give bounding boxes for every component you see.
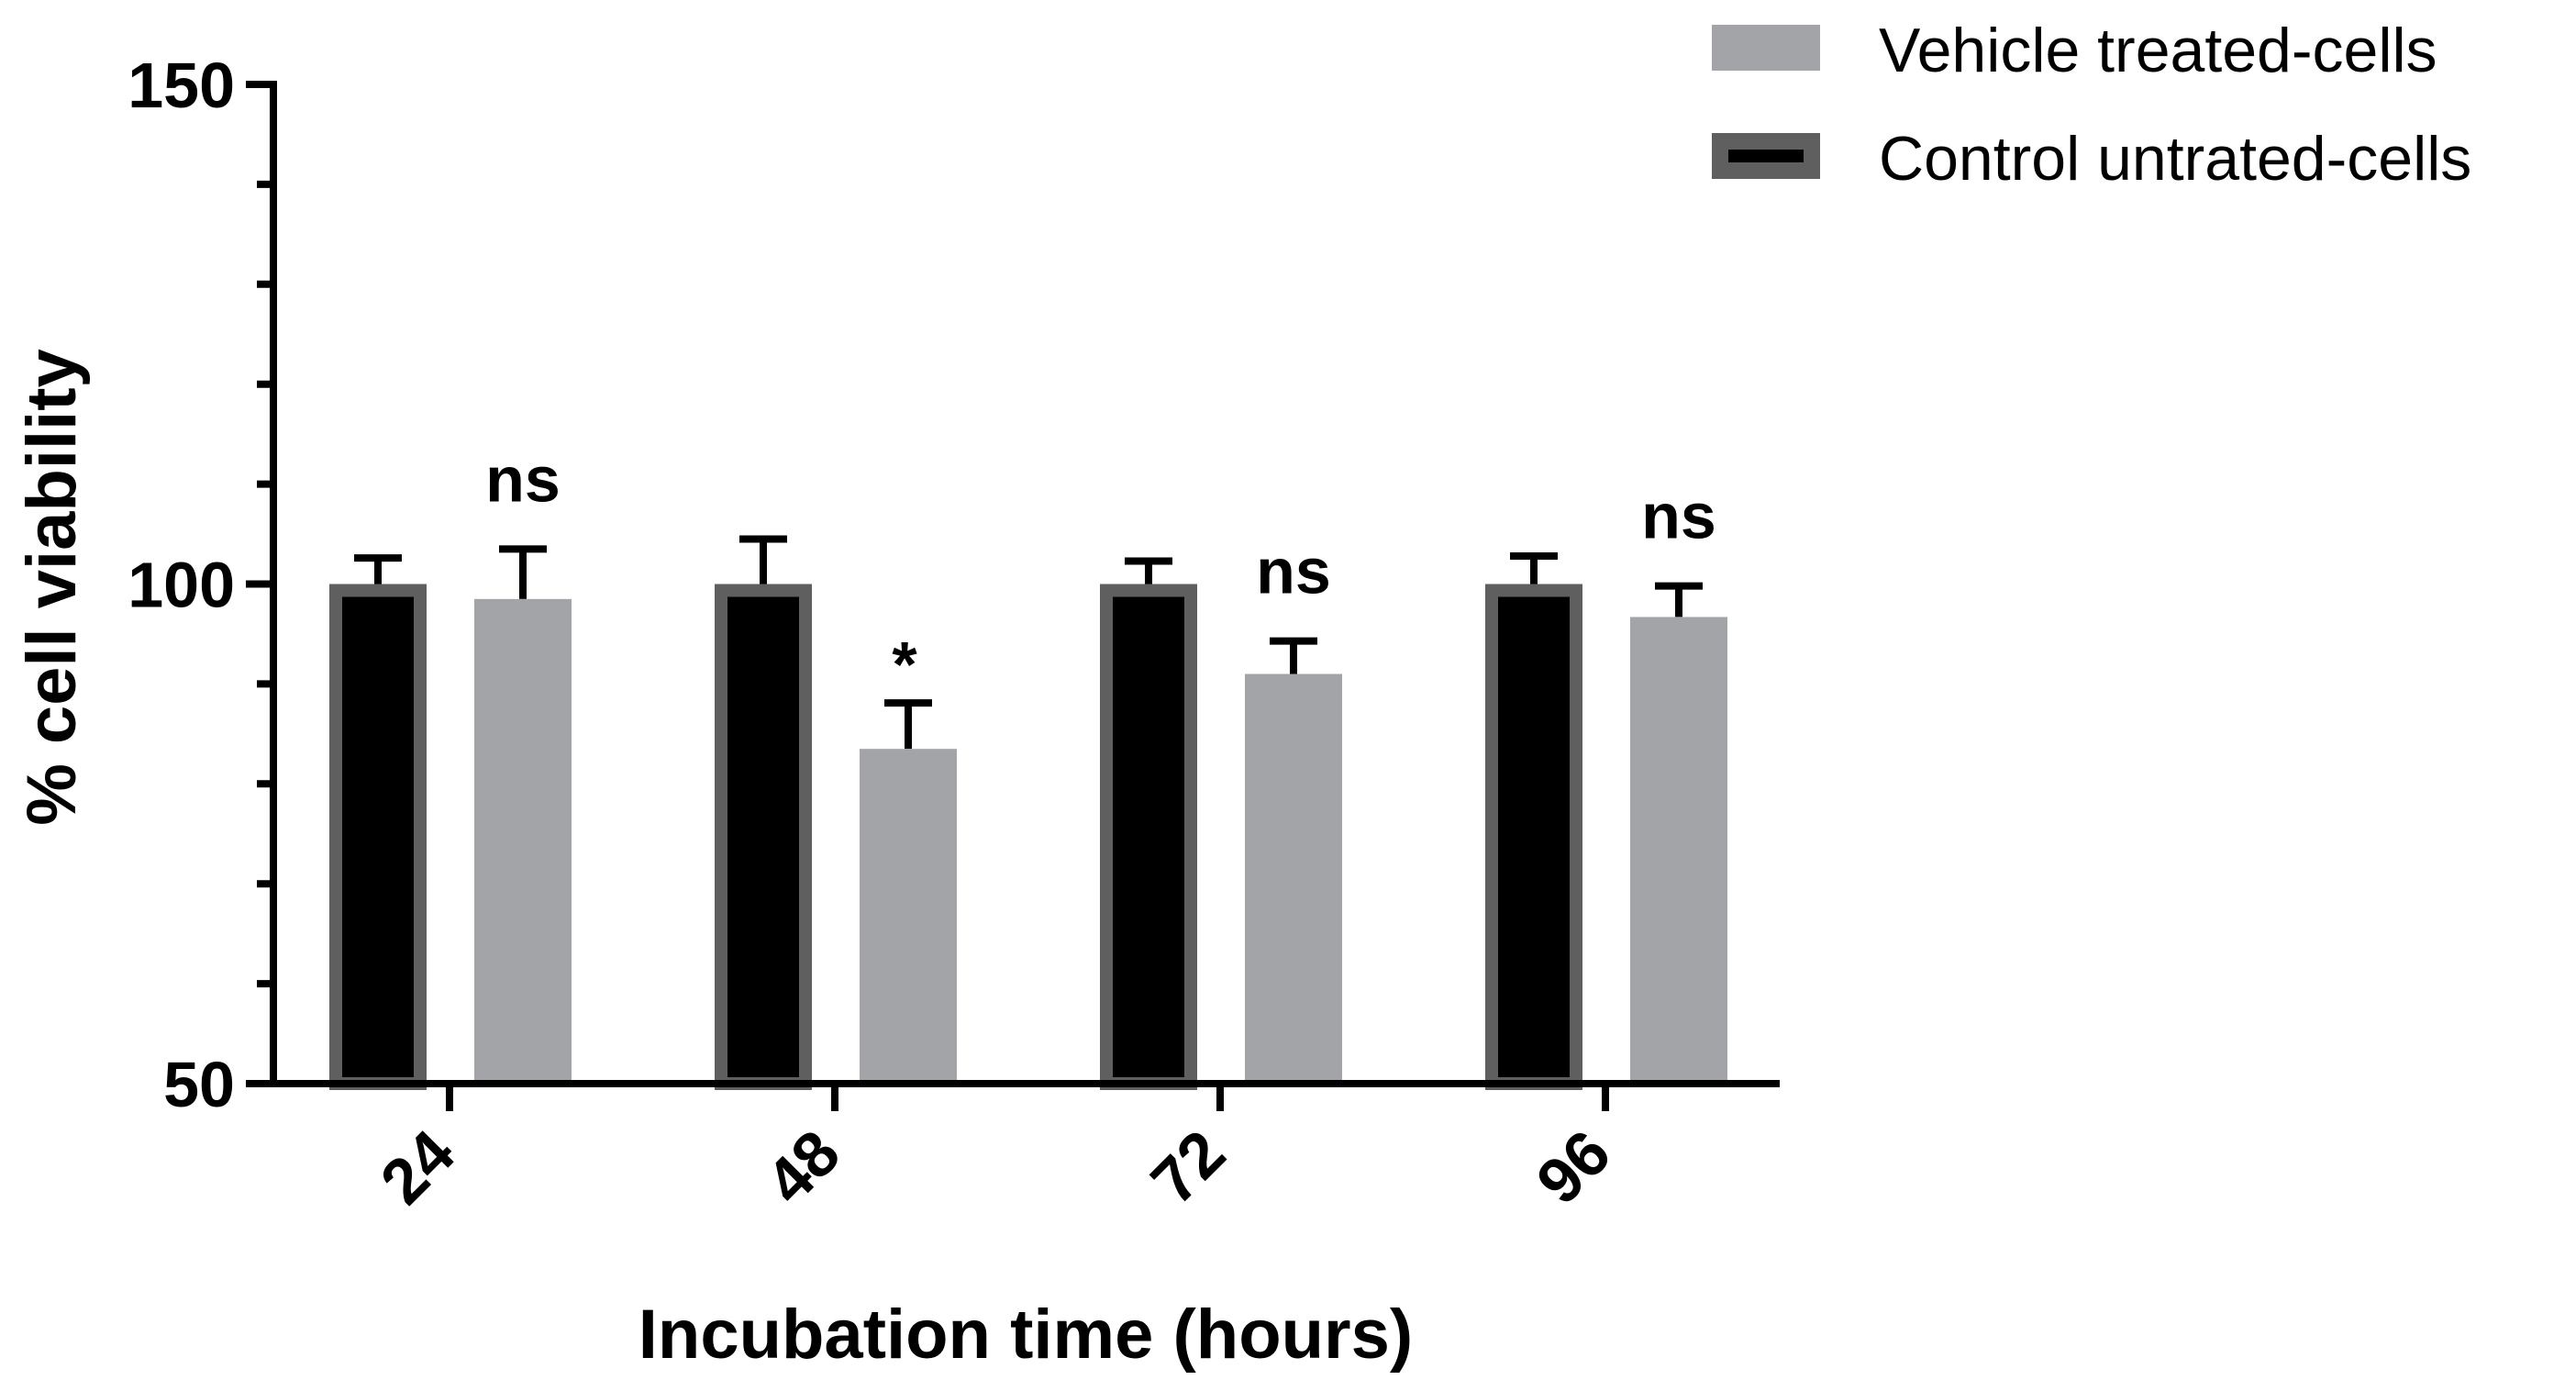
x-tick-label-96: 96 xyxy=(1523,1117,1624,1218)
bar-vehicle-72 xyxy=(1245,673,1342,1084)
y-tick-label-150: 150 xyxy=(128,50,235,121)
bar-vehicle-96 xyxy=(1630,617,1727,1084)
annotation-24: ns xyxy=(485,443,561,515)
legend: Vehicle treated-cells Control untrated-c… xyxy=(1712,16,2471,194)
bar-control-72 xyxy=(1100,584,1197,1090)
bar-control-96 xyxy=(1485,584,1582,1090)
legend-swatch-vehicle xyxy=(1712,25,1820,71)
x-axis-title: Incubation time (hours) xyxy=(638,1296,1413,1374)
bar-vehicle-24 xyxy=(474,598,572,1084)
x-tick-label-48: 48 xyxy=(752,1117,853,1218)
legend-label-control: Control untrated-cells xyxy=(1879,124,2471,194)
y-tick-label-100: 100 xyxy=(128,550,235,621)
bar-control-24 xyxy=(329,584,427,1090)
y-tick-label-50: 50 xyxy=(163,1049,235,1120)
annotation-96: ns xyxy=(1641,481,1716,552)
y-axis-title: % cell viability xyxy=(13,349,91,826)
bar-vehicle-48 xyxy=(860,749,957,1084)
legend-swatch-control-inner xyxy=(1728,150,1804,162)
annotation-72: ns xyxy=(1256,536,1331,607)
bar-control-48 xyxy=(715,584,812,1090)
annotation-48: * xyxy=(892,629,917,700)
x-tick-label-72: 72 xyxy=(1138,1117,1238,1218)
bars-layer: ns * ns ns xyxy=(329,443,1727,1090)
legend-label-vehicle: Vehicle treated-cells xyxy=(1879,16,2437,85)
x-tick-label-24: 24 xyxy=(367,1117,468,1218)
